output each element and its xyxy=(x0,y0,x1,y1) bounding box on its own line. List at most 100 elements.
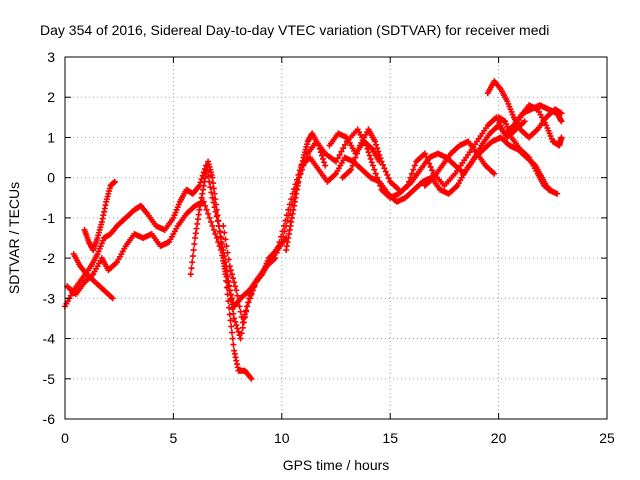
data-point xyxy=(109,295,116,302)
data-point xyxy=(521,118,528,125)
y-tick-label: -3 xyxy=(43,290,56,306)
data-point xyxy=(222,271,229,278)
data-point xyxy=(410,166,417,173)
data-point xyxy=(239,324,246,331)
data-point xyxy=(237,335,244,342)
data-point xyxy=(286,201,293,208)
data-point xyxy=(191,241,198,248)
data-point xyxy=(227,317,234,324)
x-tick-label: 20 xyxy=(491,430,507,446)
data-point xyxy=(237,308,244,315)
data-point xyxy=(411,162,418,169)
data-point xyxy=(111,178,118,185)
data-point xyxy=(187,271,194,278)
x-tick-label: 25 xyxy=(599,430,615,446)
chart-title: Day 354 of 2016, Sidereal Day-to-day VTE… xyxy=(40,22,549,38)
data-point xyxy=(228,323,235,330)
data-point xyxy=(429,167,436,174)
y-axis-label: SDTVAR / TECUs xyxy=(6,182,22,294)
data-point xyxy=(230,341,237,348)
data-point xyxy=(211,190,218,197)
data-point xyxy=(248,375,255,382)
data-track xyxy=(283,130,329,254)
data-point xyxy=(219,249,226,256)
data-point xyxy=(338,148,345,155)
data-point xyxy=(371,166,378,173)
data-point xyxy=(239,319,246,326)
data-point xyxy=(373,141,380,148)
data-point xyxy=(321,159,328,166)
data-point xyxy=(226,304,233,311)
data-point xyxy=(226,263,233,270)
data-track xyxy=(70,251,116,302)
y-tick-label: 3 xyxy=(47,49,55,65)
data-point xyxy=(231,315,238,322)
data-layer xyxy=(62,78,565,382)
data-point xyxy=(217,233,224,240)
data-point xyxy=(355,146,362,153)
data-track xyxy=(64,134,561,310)
data-track xyxy=(187,158,255,382)
data-point xyxy=(222,236,229,243)
data-point xyxy=(427,163,434,170)
data-point xyxy=(229,335,236,342)
data-point xyxy=(233,322,240,329)
data-point xyxy=(189,259,196,266)
data-point xyxy=(213,235,220,241)
data-point xyxy=(336,151,343,158)
data-track xyxy=(508,102,565,149)
data-track xyxy=(484,78,565,141)
data-point xyxy=(365,149,372,156)
data-point xyxy=(213,206,220,213)
data-point xyxy=(233,287,240,294)
data-point xyxy=(188,265,195,272)
data-point xyxy=(205,210,212,217)
x-tick-label: 0 xyxy=(61,430,69,446)
data-point xyxy=(228,271,235,278)
y-tick-label: -4 xyxy=(43,331,56,347)
data-point xyxy=(224,249,231,256)
data-point xyxy=(245,299,252,306)
data-point xyxy=(244,303,251,310)
data-point xyxy=(333,158,339,165)
data-point xyxy=(348,166,355,173)
data-point xyxy=(235,328,242,335)
data-point xyxy=(218,239,225,246)
data-point xyxy=(368,159,375,166)
data-point xyxy=(372,170,379,177)
data-point xyxy=(382,168,389,175)
data-point xyxy=(207,184,214,191)
data-point xyxy=(340,145,347,152)
data-point xyxy=(216,228,223,235)
data-point xyxy=(367,155,374,162)
plot-frame xyxy=(64,56,608,420)
y-tick-label: 0 xyxy=(47,170,55,186)
data-point xyxy=(225,256,232,263)
data-point xyxy=(547,186,554,193)
data-point xyxy=(288,196,295,203)
data-point xyxy=(558,134,565,141)
data-point xyxy=(230,275,237,282)
x-tick-label: 5 xyxy=(170,430,178,446)
data-point xyxy=(234,325,241,332)
data-point xyxy=(352,154,359,161)
data-point xyxy=(223,277,230,284)
data-point xyxy=(491,170,498,177)
data-point xyxy=(285,206,292,213)
data-point xyxy=(372,138,379,145)
data-point xyxy=(379,161,386,168)
y-tick-label: -1 xyxy=(43,210,56,226)
data-point xyxy=(558,110,565,117)
data-point xyxy=(225,298,232,305)
data-point xyxy=(369,162,376,169)
data-point xyxy=(189,253,196,260)
data-point xyxy=(212,196,219,203)
data-point xyxy=(238,330,245,337)
data-point xyxy=(377,155,384,162)
data-point xyxy=(210,185,217,192)
data-point xyxy=(378,158,385,165)
data-point xyxy=(316,145,323,152)
data-track xyxy=(220,222,290,326)
data-point xyxy=(283,212,290,219)
data-point xyxy=(203,206,210,213)
